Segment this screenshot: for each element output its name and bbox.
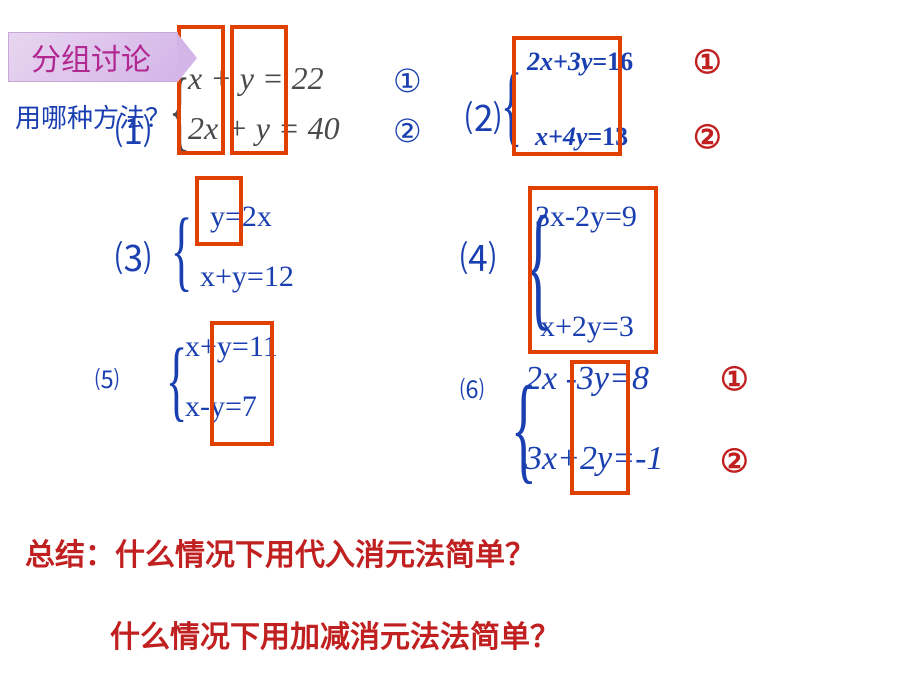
summary-line-2: 什么情况下用加减消元法法简单？ xyxy=(110,612,560,656)
subtitle: 用哪种方法？ xyxy=(15,98,171,135)
brace-icon: { xyxy=(171,215,193,287)
summary-line-1: 总结：什么情况下用代入消元法简单？ xyxy=(25,530,535,574)
problem-4-label: ⑷ xyxy=(460,230,496,282)
p1-num1: ① xyxy=(393,62,422,100)
problem-6-label: ⑹ xyxy=(460,370,484,405)
p2-num1: ① xyxy=(693,43,722,81)
problem-2-label: ⑵ xyxy=(465,90,501,142)
p6-num1: ① xyxy=(720,360,749,398)
bookmark-ribbon: 分组讨论 xyxy=(8,32,178,82)
bookmark-text: 分组讨论 xyxy=(31,35,151,79)
p1-num2: ② xyxy=(393,112,422,150)
highlight-box xyxy=(528,186,658,354)
p6-num2: ② xyxy=(720,442,749,480)
highlight-box xyxy=(570,360,630,495)
highlight-box xyxy=(210,321,274,446)
highlight-box xyxy=(230,25,288,155)
highlight-box xyxy=(512,36,622,156)
p2-num2: ② xyxy=(693,118,722,156)
highlight-box xyxy=(195,176,243,246)
problem-5-label: ⑸ xyxy=(95,360,119,395)
problem-3-label: ⑶ xyxy=(115,230,151,282)
p3-eq2: x+y=12 xyxy=(200,260,294,294)
